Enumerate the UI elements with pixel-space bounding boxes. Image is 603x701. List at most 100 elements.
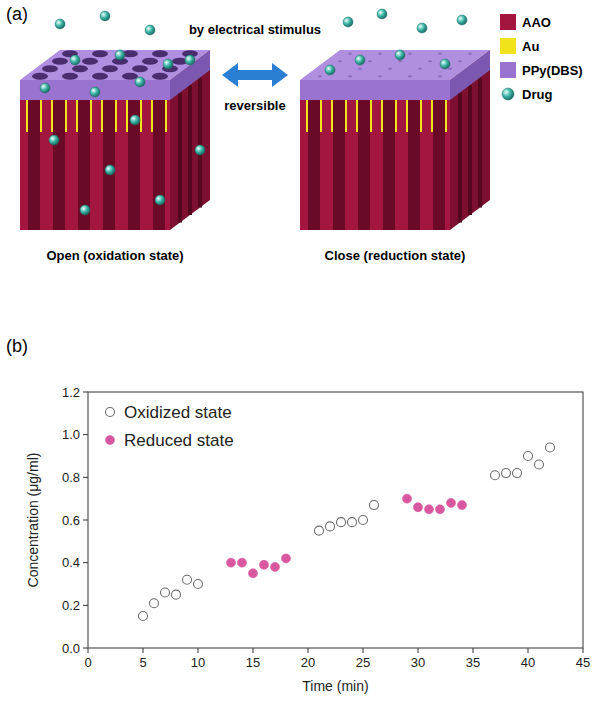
data-point (326, 522, 335, 531)
legend-label: PPy(DBS) (522, 63, 583, 78)
x-tick (143, 648, 144, 653)
open-pore (32, 73, 48, 80)
x-tick-label: 5 (139, 655, 146, 670)
y-tick (83, 648, 88, 649)
open-membrane (20, 11, 210, 230)
stimulus-text: by electrical stimulus (189, 22, 321, 37)
aao-side (170, 50, 210, 230)
legend: Oxidized stateReduced state (106, 403, 234, 450)
y-tick-label: 1.2 (62, 385, 80, 400)
drug (49, 135, 59, 145)
open-pore (92, 50, 108, 57)
legend-label: AAO (522, 15, 551, 30)
x-tick (253, 648, 254, 653)
y-tick-label: 0.4 (62, 555, 80, 570)
drug (40, 83, 50, 93)
au-layer (140, 100, 142, 132)
drug (155, 195, 165, 205)
au-layer (126, 100, 128, 132)
reversible-arrow (222, 63, 288, 87)
data-point (348, 518, 357, 527)
data-point (436, 505, 445, 514)
au-layer (51, 100, 53, 132)
data-point (447, 498, 456, 507)
drug (80, 205, 90, 215)
axes: 0510152025303540450.00.20.40.60.81.01.2T… (25, 385, 590, 695)
legend-swatch (500, 14, 516, 30)
pore (308, 100, 320, 230)
au-layer (420, 100, 422, 132)
data-point (502, 469, 511, 478)
pore (333, 100, 345, 230)
x-tick (418, 648, 419, 653)
closed-pore (418, 68, 422, 70)
x-tick-label: 10 (191, 655, 205, 670)
state-label: Close (reduction state) (325, 248, 466, 263)
pore (128, 100, 140, 230)
data-point (458, 501, 467, 510)
drug (457, 15, 467, 25)
data-point (513, 469, 522, 478)
drug (145, 25, 155, 35)
data-point (359, 516, 368, 525)
drug (440, 59, 450, 69)
drug (55, 19, 65, 29)
figure: (a)by electrical stimulusreversibleOpen … (0, 0, 603, 701)
closed-pore (368, 60, 372, 62)
drug (377, 9, 387, 19)
closed-pore (428, 60, 432, 62)
y-tick-label: 0.0 (62, 641, 80, 656)
closed-pore (408, 75, 412, 77)
x-tick (308, 648, 309, 653)
closed-pore (378, 75, 382, 77)
open-pore (142, 58, 158, 65)
data-point (414, 503, 423, 512)
au-layer (306, 100, 308, 132)
open-pore (152, 50, 168, 57)
state-label: Open (oxidation state) (46, 248, 183, 263)
drug (163, 59, 173, 69)
legend-label: Reduced state (124, 431, 234, 450)
data-point (172, 590, 181, 599)
open-pore (42, 65, 58, 72)
x-tick (198, 648, 199, 653)
x-axis-title: Time (min) (302, 678, 368, 694)
data-point (161, 588, 170, 597)
x-tick-label: 30 (411, 655, 425, 670)
data-point (139, 612, 148, 621)
y-tick (83, 434, 88, 435)
drug (70, 55, 80, 65)
au-layer (395, 100, 397, 132)
pore (433, 100, 445, 230)
panel-label: (b) (6, 336, 28, 356)
pore-side (468, 85, 472, 215)
drug (355, 55, 365, 65)
au-layer (406, 100, 408, 132)
x-tick (363, 648, 364, 653)
open-pore (122, 73, 138, 80)
legend-label: Drug (522, 87, 552, 102)
au-layer (65, 100, 67, 132)
drug (185, 55, 195, 65)
data-point (491, 471, 500, 480)
pore (153, 100, 165, 230)
legend-marker (106, 436, 115, 445)
au-layer (356, 100, 358, 132)
legend-swatch (500, 62, 516, 78)
pore-side (188, 85, 192, 215)
au-layer (431, 100, 433, 132)
closed-pore (468, 53, 472, 55)
x-tick (583, 648, 584, 653)
drug (325, 65, 335, 75)
open-pore (102, 65, 118, 72)
data-point (535, 460, 544, 469)
data-point (282, 554, 291, 563)
pore (358, 100, 370, 230)
au-layer (165, 100, 167, 132)
data-point (546, 443, 555, 452)
drug (395, 50, 405, 60)
data-point (183, 575, 192, 584)
reversible-text: reversible (224, 98, 285, 113)
aao-front (20, 80, 170, 230)
open-pore (82, 58, 98, 65)
